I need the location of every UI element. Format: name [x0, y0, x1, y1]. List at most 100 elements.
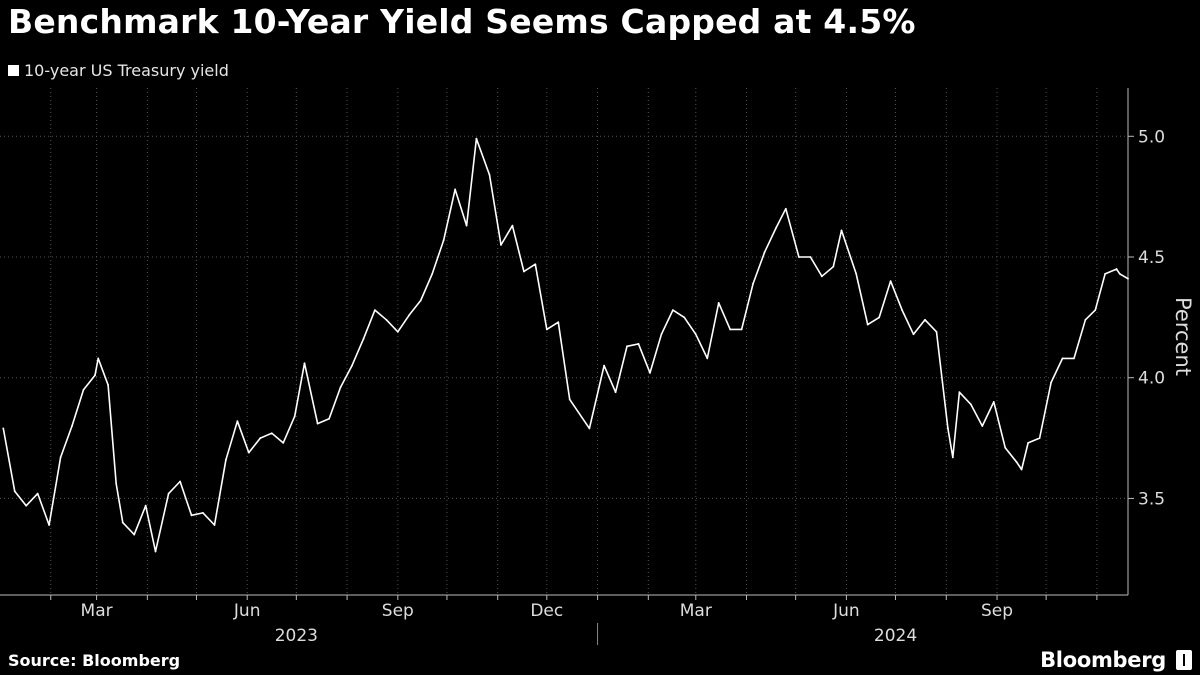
- data-point: [1073, 357, 1075, 360]
- data-point: [167, 492, 170, 495]
- data-point: [820, 275, 823, 278]
- data-point: [752, 282, 754, 285]
- data-point: [362, 338, 365, 340]
- data-point: [328, 417, 330, 420]
- data-point: [1094, 309, 1097, 312]
- data-point: [190, 514, 193, 517]
- y-tick-label: 3.5: [1138, 489, 1165, 509]
- data-point: [588, 427, 591, 430]
- data-point: [36, 492, 39, 495]
- axes: [0, 88, 1134, 645]
- x-tick-label: Jun: [832, 601, 860, 621]
- data-point: [706, 357, 709, 360]
- data-point: [784, 207, 787, 210]
- data-point: [500, 244, 502, 246]
- data-point: [1127, 277, 1129, 280]
- x-tick-label: Mar: [680, 601, 712, 621]
- data-point: [840, 229, 843, 232]
- data-point: [115, 483, 118, 485]
- data-point: [442, 239, 445, 242]
- data-point: [465, 224, 468, 227]
- data-point: [878, 316, 881, 319]
- data-point: [947, 427, 949, 430]
- data-point: [545, 328, 548, 331]
- data-point: [798, 256, 800, 258]
- data-point: [1118, 273, 1121, 275]
- data-point: [1104, 273, 1106, 275]
- data-point: [1004, 446, 1007, 449]
- data-point: [1061, 357, 1064, 360]
- data-point: [2, 427, 5, 430]
- chart-title: Benchmark 10-Year Yield Seems Capped at …: [8, 2, 916, 41]
- legend-label: 10-year US Treasury yield: [24, 61, 229, 80]
- data-point: [889, 280, 892, 283]
- data-point: [179, 480, 181, 483]
- data-point: [729, 328, 732, 331]
- x-tick-label: Sep: [981, 601, 1013, 621]
- data-point: [603, 364, 606, 367]
- series-line-10y-yield: [2, 137, 1129, 553]
- data-point: [924, 318, 926, 321]
- data-point: [303, 362, 306, 365]
- data-point: [740, 328, 743, 331]
- data-point: [809, 256, 812, 258]
- data-point: [992, 400, 995, 403]
- data-point: [431, 273, 434, 275]
- data-point: [454, 188, 457, 191]
- data-point: [855, 273, 858, 275]
- y-tick-label: 4.5: [1138, 248, 1165, 268]
- data-point: [475, 137, 478, 140]
- data-point: [419, 299, 422, 302]
- year-label: 2024: [874, 626, 917, 646]
- y-axis-title: Percent: [1171, 297, 1195, 376]
- data-point: [969, 403, 972, 406]
- data-point: [385, 318, 388, 321]
- data-point: [1050, 381, 1052, 384]
- data-point: [1015, 461, 1018, 464]
- legend: 10-year US Treasury yield: [8, 61, 229, 80]
- data-point: [270, 432, 273, 435]
- data-point: [649, 371, 651, 374]
- data-point: [247, 451, 250, 454]
- data-point: [154, 550, 157, 553]
- data-point: [293, 415, 296, 418]
- data-point: [202, 512, 204, 514]
- data-point: [25, 504, 28, 507]
- data-point: [775, 227, 777, 229]
- data-point: [958, 391, 961, 394]
- data-point: [763, 251, 766, 254]
- legend-swatch: [8, 65, 19, 76]
- source-note: Source: Bloomberg: [8, 651, 181, 670]
- data-point: [683, 316, 686, 319]
- data-point: [557, 321, 560, 324]
- axis-labels: 3.5 4.0 4.5 5.0 Mar Jun Sep Dec Mar Jun Sep 2023 202…: [81, 127, 1195, 646]
- data-point: [144, 504, 147, 507]
- data-point: [133, 533, 136, 536]
- data-point: [866, 323, 869, 326]
- data-point: [121, 521, 124, 524]
- data-point: [637, 343, 640, 345]
- data-point: [259, 437, 262, 439]
- y-tick-label: 4.0: [1138, 369, 1165, 389]
- data-point: [660, 333, 663, 336]
- data-point: [1020, 468, 1023, 471]
- data-point: [614, 391, 617, 394]
- bloomberg-icon: [1176, 650, 1192, 670]
- data-point: [951, 456, 954, 459]
- data-point: [351, 364, 353, 367]
- data-point: [94, 374, 96, 377]
- grid-lines: [0, 88, 1128, 595]
- data-point: [282, 442, 285, 444]
- data-point: [832, 265, 835, 268]
- data-point: [534, 263, 537, 266]
- data-point: [717, 301, 720, 304]
- data-point: [59, 456, 62, 459]
- data-point: [236, 420, 239, 423]
- data-point: [48, 524, 51, 526]
- data-point: [912, 333, 915, 336]
- data-point: [568, 398, 571, 401]
- data-point: [671, 309, 674, 312]
- data-point: [374, 309, 376, 312]
- data-point: [408, 314, 411, 316]
